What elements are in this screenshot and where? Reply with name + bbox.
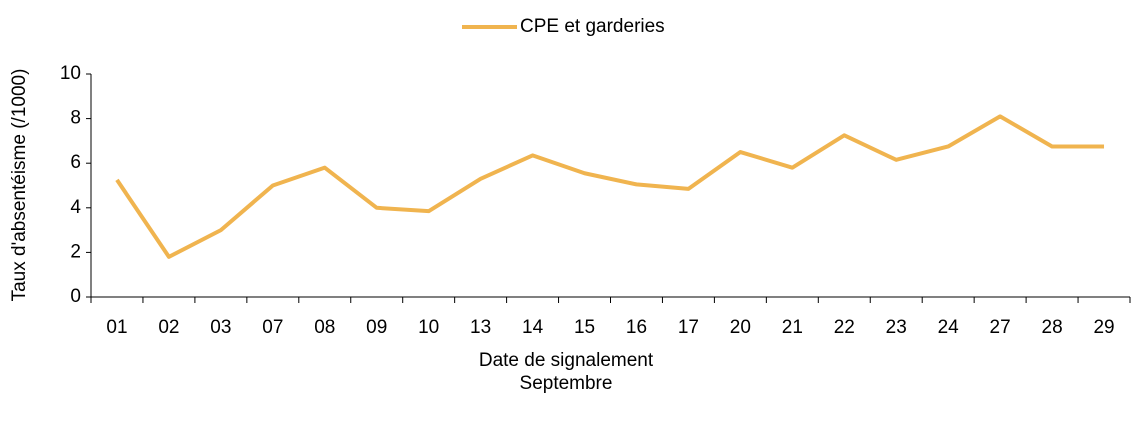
y-tick-label: 10 — [60, 63, 81, 84]
x-tick-label: 27 — [990, 317, 1011, 338]
x-tick-label: 21 — [782, 317, 803, 338]
x-tick-label: 17 — [678, 317, 699, 338]
x-axis-label: Septembre — [520, 373, 613, 394]
y-tick-label: 8 — [70, 108, 81, 129]
legend-label: CPE et garderies — [520, 16, 665, 37]
x-tick-label: 16 — [626, 317, 647, 338]
x-tick-label: 14 — [522, 317, 544, 338]
x-tick-label: 09 — [366, 317, 387, 338]
line-series — [115, 114, 1105, 259]
x-tick-label: 13 — [470, 317, 491, 338]
x-tick-label: 23 — [886, 317, 907, 338]
x-tick-label: 10 — [418, 317, 439, 338]
x-tick-label: 29 — [1093, 317, 1114, 338]
y-tick-label: 0 — [70, 286, 81, 307]
x-tick-label: 28 — [1042, 317, 1063, 338]
x-axis-label: Date de signalement — [479, 350, 654, 371]
x-tick-label: 22 — [834, 317, 855, 338]
y-tick-label: 6 — [70, 152, 81, 173]
x-tick-label: 03 — [210, 317, 231, 338]
x-tick-label: 07 — [262, 317, 283, 338]
x-tick-label: 01 — [106, 317, 127, 338]
y-tick-label: 2 — [70, 241, 81, 262]
y-tick-label: 4 — [70, 197, 81, 218]
x-tick-label: 08 — [314, 317, 335, 338]
x-tick-label: 20 — [730, 317, 751, 338]
y-axis-label: Taux d'absentéisme (/1000) — [9, 69, 30, 302]
x-tick-label: 24 — [938, 317, 960, 338]
x-tick-label: 02 — [158, 317, 179, 338]
x-tick-label: 15 — [574, 317, 595, 338]
